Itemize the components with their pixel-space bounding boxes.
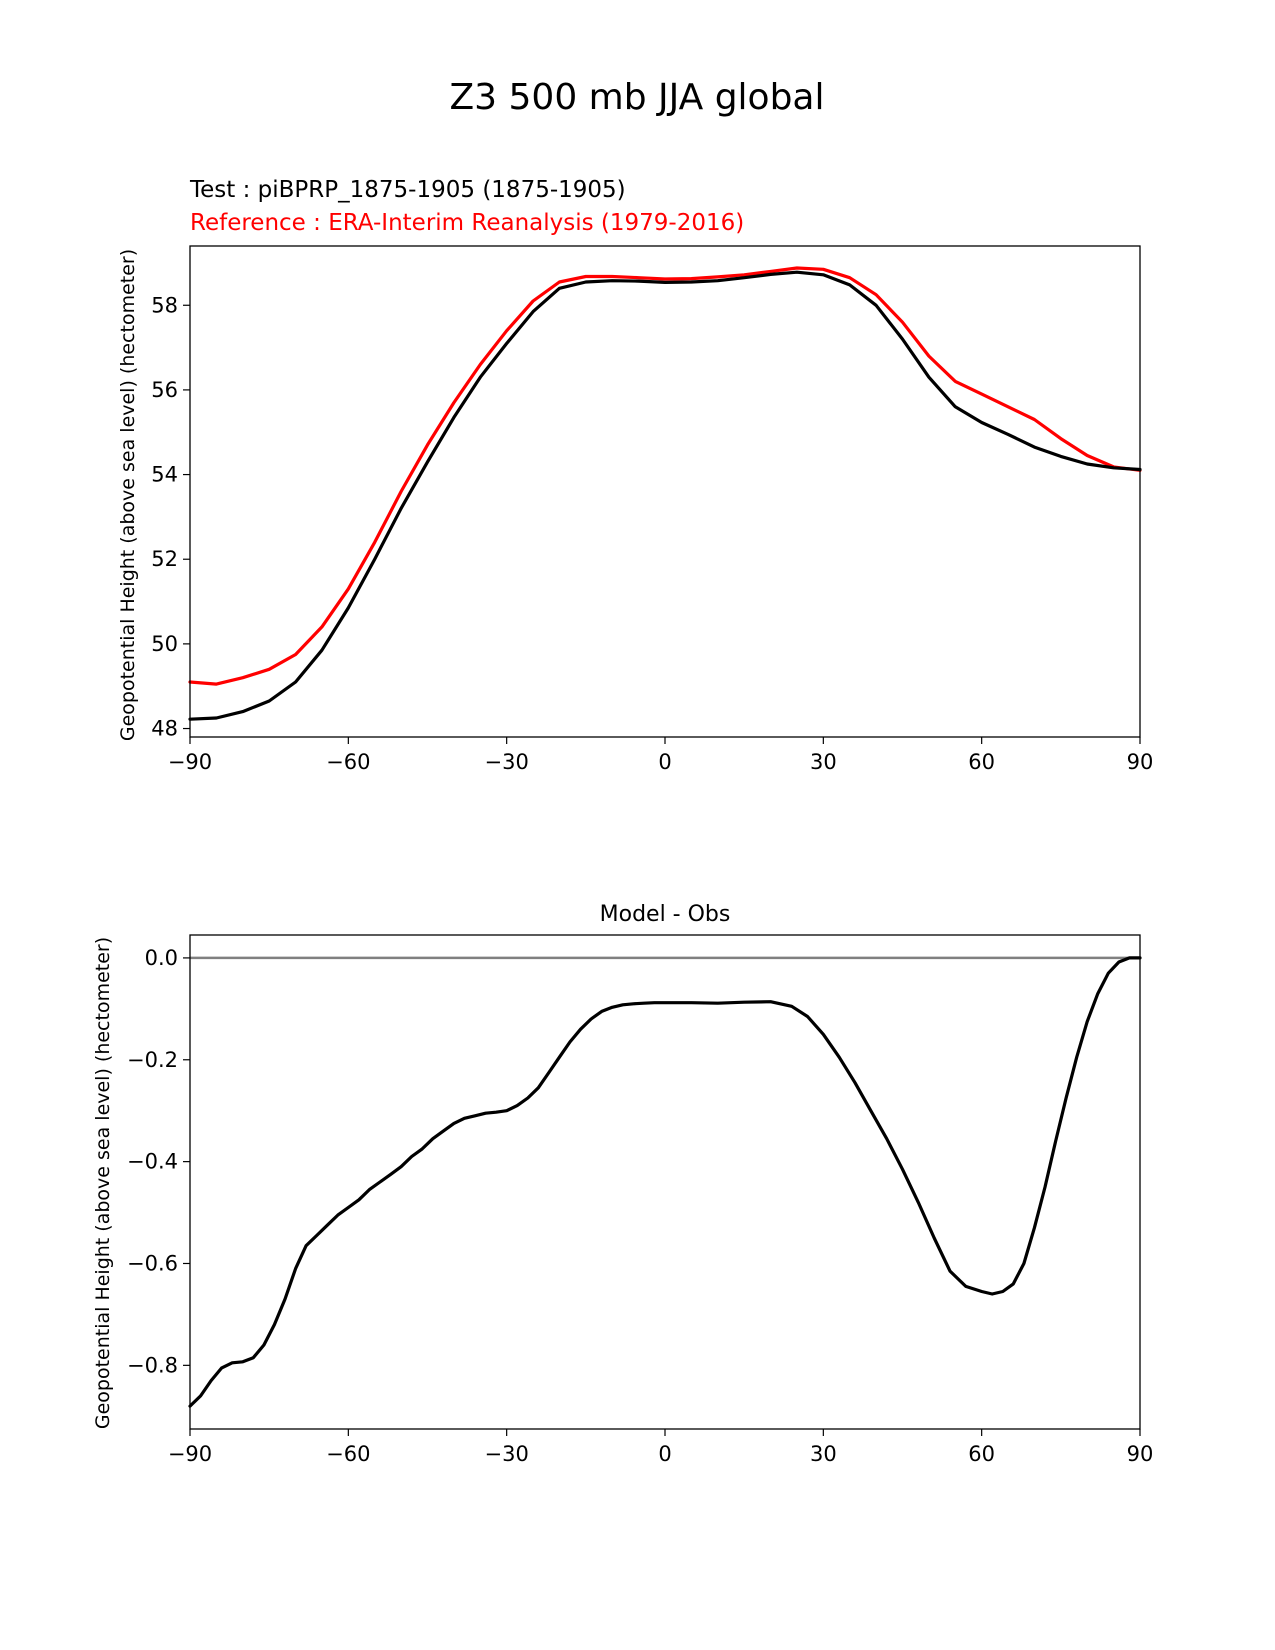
- bottom-chart-y-tick-label: −0.4: [127, 1150, 178, 1174]
- top-chart-y-tick-label: 56: [151, 378, 178, 402]
- top-chart-x-tick-label: 0: [658, 750, 671, 774]
- bottom-chart-x-tick-label: 60: [968, 1442, 995, 1466]
- bottom-chart-x-tick-label: 0: [658, 1442, 671, 1466]
- bottom-chart-x-tick-label: 90: [1127, 1442, 1154, 1466]
- top-chart-x-tick-label: −30: [485, 750, 529, 774]
- top-chart-series-reference: [188, 266, 1142, 686]
- bottom-chart-title: Model - Obs: [600, 902, 731, 927]
- top-chart-y-tick-label: 50: [151, 632, 178, 656]
- bottom-chart-y-axis-label: Geopotential Height (above sea level) (h…: [92, 937, 114, 1429]
- top-chart-x-tick-label: 90: [1127, 750, 1154, 774]
- top-chart: Test : piBPRP_1875-1905 (1875-1905) Refe…: [117, 177, 1153, 774]
- bottom-chart-y-tick-label: −0.6: [127, 1251, 178, 1275]
- top-chart-test-label: Test : piBPRP_1875-1905 (1875-1905): [189, 177, 626, 203]
- bottom-chart-y-tick-label: 0.0: [145, 946, 178, 970]
- top-chart-x-tick-label: 30: [810, 750, 837, 774]
- bottom-chart-series-model-obs: [188, 956, 1142, 1408]
- top-chart-y-tick-label: 54: [151, 463, 178, 487]
- bottom-chart-x-tick-label: −60: [326, 1442, 370, 1466]
- bottom-chart-x-tick-label: 30: [810, 1442, 837, 1466]
- top-chart-x-tick-label: 60: [968, 750, 995, 774]
- top-chart-x-tick-label: −90: [168, 750, 212, 774]
- top-chart-y-tick-label: 48: [151, 717, 178, 741]
- top-chart-y-tick-label: 52: [151, 547, 178, 571]
- bottom-chart: Model - Obs Geopotential Height (above s…: [92, 902, 1153, 1466]
- top-chart-reference-label: Reference : ERA-Interim Reanalysis (1979…: [190, 210, 744, 236]
- top-chart-plot-frame: [189, 245, 1141, 738]
- top-chart-series-test: [188, 270, 1142, 721]
- bottom-chart-y-tick-label: −0.8: [127, 1353, 178, 1377]
- bottom-chart-x-tick-label: −90: [168, 1442, 212, 1466]
- bottom-chart-y-tick-label: −0.2: [127, 1048, 178, 1072]
- top-chart-y-axis-label: Geopotential Height (above sea level) (h…: [117, 249, 139, 741]
- figure-title: Z3 500 mb JJA global: [450, 77, 825, 118]
- bottom-chart-x-tick-label: −30: [485, 1442, 529, 1466]
- top-chart-y-tick-label: 58: [151, 293, 178, 317]
- top-chart-x-tick-label: −60: [326, 750, 370, 774]
- bottom-chart-plot-frame: [189, 934, 1141, 1430]
